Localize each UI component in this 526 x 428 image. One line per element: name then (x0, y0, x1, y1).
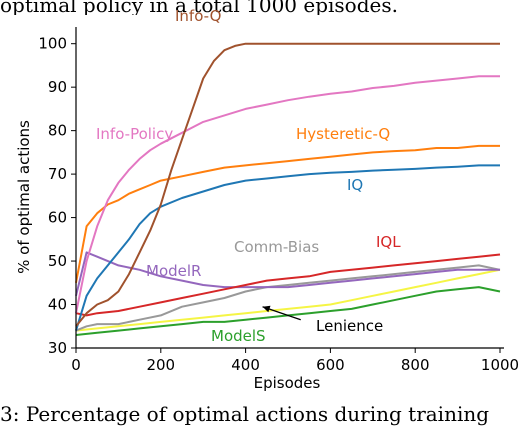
series-label-modelr: ModelR (146, 262, 201, 280)
y-tick-label: 30 (48, 339, 67, 357)
series-line-hysteretic-q (75, 144, 500, 283)
series-line-models (75, 286, 501, 336)
caption-top: optimal policy in a total 1000 episodes. (0, 0, 398, 15)
x-tick-label: 1000 (481, 356, 519, 374)
y-tick-label: 90 (48, 78, 67, 96)
x-tick-label: 600 (316, 356, 345, 374)
x-tick-label: 200 (146, 356, 175, 374)
y-tick-label: 70 (48, 165, 67, 183)
x-axis-label: Episodes (254, 374, 321, 392)
line-chart: 0 200 400 600 800 1000 30 40 50 60 70 80 90 100 Info-… (15, 7, 519, 392)
series-line-info-policy (75, 75, 500, 314)
series-line-iql (75, 253, 501, 317)
series-labels: Info-Q Info-Policy Hysteretic-Q IQ IQL ModelR… (96, 7, 401, 345)
y-tick-label: 50 (48, 252, 67, 270)
series-line-modelr (75, 251, 500, 297)
plot-lines (75, 42, 501, 336)
series-line-info-q (75, 42, 500, 327)
arrow-head-icon (262, 305, 271, 313)
series-label-hysteretic-q: Hysteretic-Q (296, 125, 390, 143)
series-line-iq (75, 164, 500, 331)
x-tick-label: 0 (71, 356, 81, 374)
y-tick-label: 40 (48, 296, 67, 314)
series-line-lenience (75, 268, 501, 332)
y-tick-label: 100 (38, 35, 67, 53)
series-label-lenience: Lenience (316, 317, 383, 335)
axes (71, 27, 504, 353)
series-label-iql: IQL (376, 233, 401, 251)
series-label-comm-bias: Comm-Bias (234, 238, 319, 256)
x-tick-label: 800 (401, 356, 430, 374)
caption-bottom: 3: Percentage of optimal actions during … (0, 402, 490, 426)
series-label-info-q: Info-Q (175, 7, 221, 25)
series-label-models: ModelS (211, 327, 266, 345)
tick-labels: 0 200 400 600 800 1000 30 40 50 60 70 80 90 100 (38, 35, 519, 374)
y-tick-label: 60 (48, 209, 67, 227)
series-label-info-policy: Info-Policy (96, 125, 173, 143)
series-label-iq: IQ (347, 176, 363, 194)
y-axis-label: % of optimal actions (15, 120, 33, 274)
y-tick-label: 80 (48, 122, 67, 140)
series-line-comm-bias (75, 264, 501, 332)
x-tick-label: 400 (231, 356, 260, 374)
